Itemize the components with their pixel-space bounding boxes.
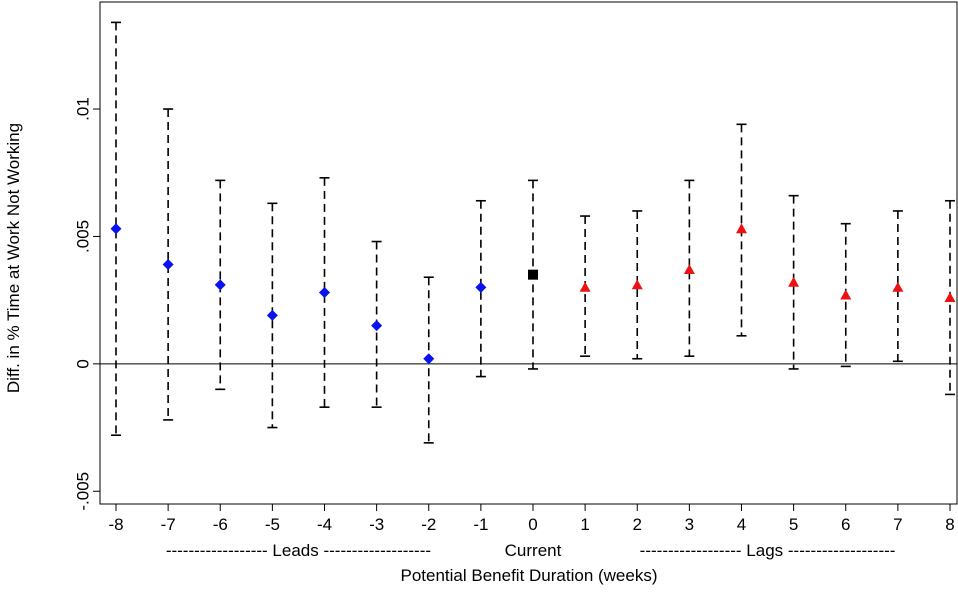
x-tick-label: 3 bbox=[685, 515, 694, 534]
estimate-point-triangle bbox=[736, 223, 747, 234]
estimate-point-triangle bbox=[788, 276, 800, 287]
x-tick-label: -4 bbox=[317, 515, 332, 534]
y-tick-label: -.005 bbox=[73, 472, 92, 511]
x-axis-title: Potential Benefit Duration (weeks) bbox=[400, 566, 657, 585]
y-tick-label: 0 bbox=[73, 359, 92, 368]
x-tick-label: -6 bbox=[213, 515, 228, 534]
estimate-point-square bbox=[528, 269, 538, 280]
group-label: Current bbox=[505, 541, 562, 560]
estimate-point-triangle bbox=[944, 292, 956, 302]
y-tick-label: .01 bbox=[73, 97, 92, 121]
x-tick-label: 6 bbox=[841, 515, 850, 534]
x-tick-label: -1 bbox=[473, 515, 488, 534]
x-tick-label: 0 bbox=[528, 515, 537, 534]
plot-area-frame bbox=[99, 1, 958, 505]
estimate-point-diamond bbox=[423, 353, 435, 365]
x-tick-label: 8 bbox=[945, 515, 954, 534]
x-tick-label: 4 bbox=[737, 515, 746, 534]
estimate-point-triangle bbox=[579, 281, 591, 292]
estimate-point-triangle bbox=[631, 279, 643, 290]
estimate-point-triangle bbox=[683, 264, 695, 274]
estimate-point-diamond bbox=[266, 309, 278, 321]
x-tick-label: -3 bbox=[369, 515, 384, 534]
group-label: ------------------ Leads ---------------… bbox=[166, 541, 431, 560]
x-tick-label: 1 bbox=[580, 515, 589, 534]
x-tick-label: 2 bbox=[633, 515, 642, 534]
estimate-point-diamond bbox=[110, 223, 122, 235]
x-tick-label: -5 bbox=[265, 515, 280, 534]
estimate-point-diamond bbox=[319, 286, 330, 298]
x-tick-label: 5 bbox=[789, 515, 798, 534]
y-axis-title: Diff. in % Time at Work Not Working bbox=[4, 123, 23, 393]
x-tick-label: -8 bbox=[108, 515, 123, 534]
estimate-point-diamond bbox=[214, 279, 226, 291]
estimate-point-diamond bbox=[162, 258, 174, 270]
y-tick-label: .005 bbox=[73, 220, 92, 253]
estimate-point-diamond bbox=[475, 281, 487, 293]
estimate-point-triangle bbox=[840, 289, 852, 300]
x-tick-label: 7 bbox=[893, 515, 902, 534]
estimate-point-diamond bbox=[371, 320, 383, 332]
x-tick-label: -7 bbox=[161, 515, 176, 534]
group-label: ------------------ Lags ----------------… bbox=[640, 541, 896, 560]
estimate-point-triangle bbox=[892, 281, 904, 292]
x-tick-label: -2 bbox=[421, 515, 436, 534]
